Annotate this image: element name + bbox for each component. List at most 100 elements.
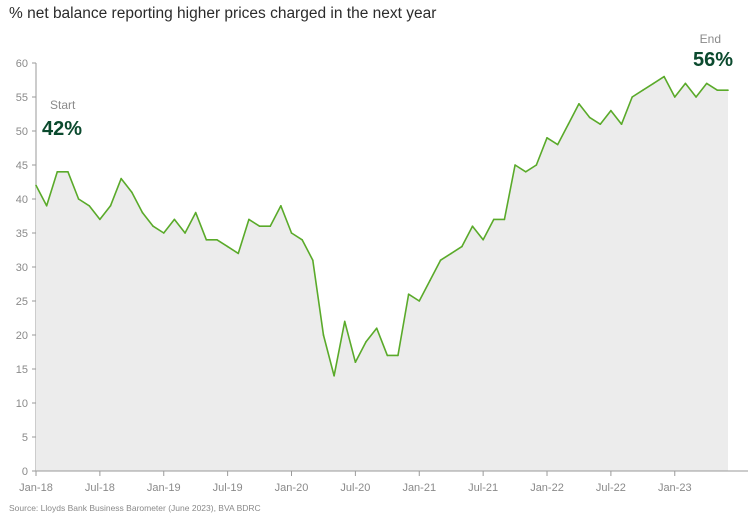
plot-area (35, 75, 729, 471)
data-point (599, 123, 602, 125)
y-tick-label: 20 (16, 330, 28, 342)
annotations: Start 42% End 56% (42, 32, 733, 140)
y-tick-label: 45 (16, 160, 28, 172)
data-point (610, 109, 612, 112)
data-point (546, 137, 548, 139)
data-point (162, 232, 165, 234)
x-tick-label: Jan-19 (147, 482, 181, 494)
x-tick-label: Jan-22 (530, 482, 564, 494)
data-point (67, 171, 69, 173)
data-point (216, 239, 218, 241)
data-point (343, 320, 346, 323)
data-point (386, 354, 389, 357)
y-tick-label: 15 (16, 364, 28, 376)
data-point (524, 171, 527, 173)
data-point (631, 96, 633, 98)
data-point (322, 334, 325, 336)
x-tick-label: Jul-21 (468, 482, 498, 494)
data-point (56, 171, 59, 173)
data-point (482, 239, 484, 241)
data-point (280, 205, 282, 207)
data-point (567, 123, 570, 125)
start-value: 42% (42, 118, 82, 140)
data-point (407, 293, 410, 296)
data-point (365, 341, 367, 343)
data-point (194, 211, 197, 214)
data-point (173, 218, 176, 221)
data-point (503, 218, 506, 221)
data-point (471, 225, 474, 227)
y-tick-label: 40 (16, 194, 28, 206)
end-value: 56% (693, 49, 733, 71)
data-point (535, 164, 538, 166)
y-tick-label: 35 (16, 228, 28, 240)
data-point (35, 184, 37, 187)
data-point (663, 75, 665, 78)
data-point (620, 123, 623, 125)
data-point (301, 239, 303, 241)
y-tick-label: 50 (16, 126, 28, 138)
data-point (727, 89, 729, 91)
x-tick-label: Jul-19 (213, 482, 243, 494)
start-label: Start (50, 98, 76, 112)
series-line (35, 75, 728, 377)
data-point (269, 225, 272, 227)
x-tick-label: Jan-21 (402, 482, 436, 494)
y-tick-label: 30 (16, 262, 28, 274)
data-point (450, 252, 453, 255)
data-point (354, 361, 357, 364)
data-point (120, 177, 122, 180)
data-point (578, 103, 580, 105)
data-point (77, 198, 80, 200)
x-tick-label: Jan-23 (658, 482, 692, 494)
data-point (248, 218, 250, 221)
data-point (673, 96, 676, 98)
data-point (716, 89, 719, 91)
data-point (652, 82, 655, 85)
data-point (397, 354, 399, 357)
y-tick-label: 55 (16, 92, 28, 104)
data-point (492, 218, 495, 221)
data-point (588, 116, 591, 119)
data-point (45, 205, 48, 207)
x-tick-label: Jan-20 (275, 482, 309, 494)
data-point (99, 218, 101, 221)
data-point (695, 96, 697, 98)
data-point (312, 259, 314, 262)
y-tick-label: 25 (16, 296, 28, 308)
data-point (88, 205, 91, 207)
data-point (439, 259, 442, 262)
y-tick-label: 5 (22, 432, 28, 444)
data-point (333, 375, 335, 377)
data-point (684, 82, 687, 85)
y-tick-label: 60 (16, 58, 28, 70)
y-axis: 0 5 10 15 20 25 30 35 40 45 50 55 60 (16, 58, 37, 478)
x-tick-label: Jul-20 (340, 482, 370, 494)
data-point (109, 205, 112, 207)
x-tick-label: Jul-22 (596, 482, 626, 494)
data-point (461, 245, 463, 248)
data-point (205, 239, 208, 241)
source-note: Source: Lloyds Bank Business Barometer (… (9, 503, 261, 513)
data-point (152, 225, 154, 227)
data-point (226, 245, 229, 248)
data-point (131, 191, 133, 193)
end-label: End (700, 32, 721, 46)
data-point (290, 232, 293, 234)
x-tick-label: Jul-18 (85, 482, 115, 494)
data-point (642, 89, 644, 91)
x-axis: Jan-18 Jul-18 Jan-19 Jul-19 Jan-20 Jul-20 Jan-… (19, 470, 748, 494)
data-point (705, 82, 708, 85)
data-point (556, 143, 559, 146)
data-point (141, 211, 144, 214)
series-area (36, 76, 728, 471)
data-point (418, 300, 421, 302)
data-point (429, 279, 431, 282)
y-tick-label: 10 (16, 398, 28, 410)
chart-title: % net balance reporting higher prices ch… (9, 5, 437, 22)
x-tick-label: Jan-18 (19, 482, 53, 494)
data-point (237, 252, 240, 255)
data-point (184, 232, 186, 234)
data-point (375, 327, 378, 330)
